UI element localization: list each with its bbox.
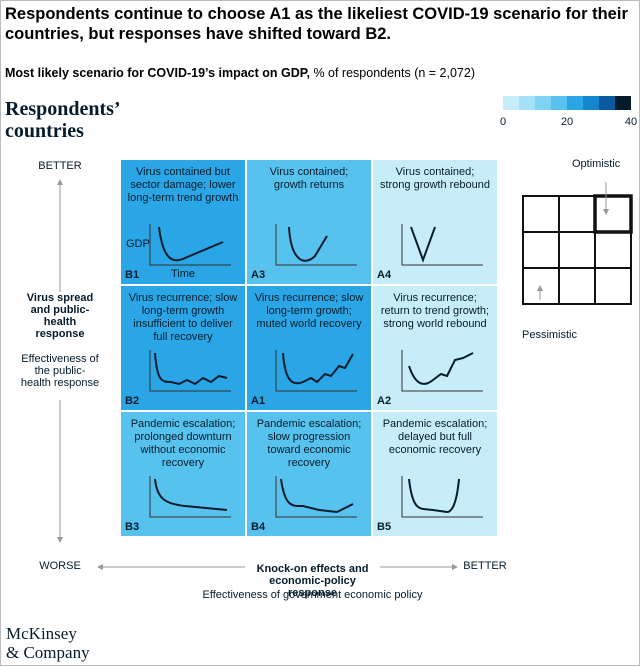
gdp-label: GDP	[126, 238, 150, 250]
inset-bottom-label: Pessimistic	[522, 329, 578, 341]
x-axis-sublabel: Effectiveness of government economic pol…	[202, 589, 423, 601]
sparkline-curve	[158, 226, 224, 262]
cell-divider	[121, 284, 499, 286]
cell: Virus recurrence; slow long-term growth;…	[247, 286, 371, 410]
cell: Virus recurrence; slow long-term growth …	[121, 286, 245, 410]
legend-swatch	[503, 96, 519, 110]
cell-text: Virus contained; strong growth rebound	[379, 166, 491, 191]
legend-swatch	[615, 96, 631, 110]
logo-line: & Company	[6, 643, 90, 662]
y-axis-label: Virus spread and public-health response	[20, 292, 100, 340]
cell-code: B1	[125, 269, 140, 281]
x-right-label: BETTER	[463, 560, 507, 572]
subtitle-bold: Most likely scenario for COVID-19’s impa…	[5, 66, 310, 80]
sparkline	[149, 476, 231, 518]
cell: Virus contained; growth returns A3	[247, 160, 371, 284]
sparkline-curve	[410, 226, 436, 263]
sparkline	[401, 224, 483, 266]
legend-swatch	[599, 96, 615, 110]
cell: Virus contained; strong growth rebound A4	[373, 160, 497, 284]
sparkline-frame	[149, 224, 231, 266]
cell: Virus recurrence; return to trend growth…	[373, 286, 497, 410]
cell-text: Virus recurrence; slow long-term growth …	[128, 292, 238, 343]
cell: Pandemic escalation; delayed but full ec…	[373, 412, 497, 536]
legend-tick-label: 40	[624, 116, 638, 128]
cell-text: Virus contained but sector damage; lower…	[127, 166, 239, 204]
sparkline	[401, 350, 483, 392]
sparkline-curve	[154, 352, 228, 386]
sparkline-frame	[149, 476, 231, 518]
cell-code: A2	[377, 395, 392, 407]
sparkline	[275, 350, 357, 392]
logo: McKinsey & Company	[6, 624, 90, 662]
cell-code: B2	[125, 395, 140, 407]
cell-text: Pandemic escalation; prolonged downturn …	[130, 418, 236, 469]
cell-divider	[245, 160, 247, 538]
sparkline-frame	[275, 476, 357, 518]
cell-text: Pandemic escalation; delayed but full ec…	[382, 418, 488, 456]
cell-code: A1	[251, 395, 266, 407]
legend-tick-label: 20	[560, 116, 574, 128]
chart-title: Respondents continue to choose A1 as the…	[5, 5, 628, 43]
legend-swatch	[519, 96, 535, 110]
legend-swatch	[535, 96, 551, 110]
sparkline-frame	[401, 476, 483, 518]
y-top-label: BETTER	[38, 160, 82, 172]
cell: Pandemic escalation; slow progression to…	[247, 412, 371, 536]
legend-swatch	[567, 96, 583, 110]
sparkline-frame	[401, 350, 483, 392]
legend-swatch	[583, 96, 599, 110]
x-axis-label: Knock-on effects and economic-policy res…	[256, 563, 369, 599]
sparkline	[149, 350, 231, 392]
cell: Virus contained but sector damage; lower…	[121, 160, 245, 284]
cell-text: Virus contained; growth returns	[269, 166, 349, 191]
cell-code: B5	[377, 521, 392, 533]
cell-divider	[371, 160, 373, 538]
cell-text: Virus recurrence; slow long-term growth;…	[254, 292, 364, 330]
sparkline-curve	[288, 226, 328, 262]
sparkline-curve	[280, 478, 354, 514]
cell-code: A3	[251, 269, 266, 281]
y-axis-sublabel: Effectiveness of the public-health respo…	[20, 353, 100, 389]
legend-tick-label: 0	[499, 116, 507, 128]
subtitle-rest: % of respondents (n = 2,072)	[313, 66, 475, 80]
cell-code: B3	[125, 521, 140, 533]
inset-top-label: Optimistic	[572, 158, 621, 170]
sparkline-curve	[408, 352, 474, 385]
sparkline	[275, 476, 357, 518]
sparkline	[275, 224, 357, 266]
cell-code: A4	[377, 269, 392, 281]
inset-grid	[522, 194, 633, 305]
subtitle: Most likely scenario for COVID-19’s impa…	[5, 66, 475, 80]
y-bottom-label: WORSE	[39, 560, 81, 572]
cell-divider	[121, 410, 499, 412]
sparkline	[401, 476, 483, 518]
sparkline-curve	[282, 352, 354, 385]
sparkline-frame	[401, 224, 483, 266]
sparkline-curve	[408, 478, 460, 514]
cell: Pandemic escalation; prolonged downturn …	[121, 412, 245, 536]
cell-text: Virus recurrence; return to trend growth…	[380, 292, 490, 330]
legend-swatch	[551, 96, 567, 110]
sparkline-frame	[275, 224, 357, 266]
panel-title: Respondents’ countries	[5, 98, 120, 142]
sparkline-frame	[149, 350, 231, 392]
sparkline-curve	[154, 478, 228, 511]
sparkline	[149, 224, 231, 266]
cell-text: Pandemic escalation; slow progression to…	[256, 418, 362, 469]
logo-line: McKinsey	[6, 624, 77, 643]
sparkline-frame	[275, 350, 357, 392]
time-label: Time	[171, 268, 196, 280]
cell-code: B4	[251, 521, 266, 533]
